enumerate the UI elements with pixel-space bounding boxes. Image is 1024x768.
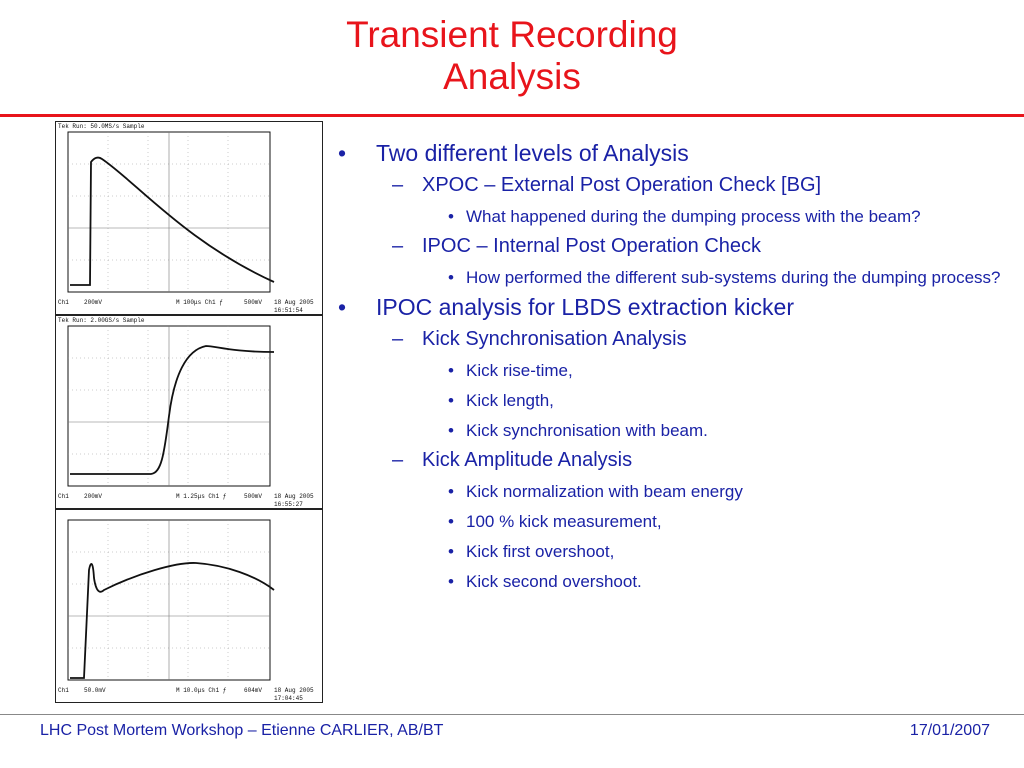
scope-volts: 200mV — [84, 493, 102, 500]
bullet-text: What happened during the dumping process… — [466, 207, 921, 226]
scope-timebase: M 10.0μs Ch1 ƒ — [176, 687, 227, 694]
bullet-text: How performed the different sub-systems … — [466, 268, 1001, 287]
scope-trigger: 500mV — [244, 493, 262, 500]
bullet-marker: • — [448, 391, 454, 410]
scope-header: Tek Run: 50.0MS/s Sample — [58, 123, 145, 130]
footer-divider — [0, 714, 1024, 715]
scope-capture-3: Ch1 50.0mV M 10.0μs Ch1 ƒ 604mV 18 Aug 2… — [55, 509, 323, 703]
bullet-marker: • — [448, 421, 454, 440]
bullet-text: Kick synchronisation with beam. — [466, 421, 708, 440]
scope-clock: 17:04:45 — [274, 695, 303, 702]
bullet-item-level-3: • How performed the different sub-systems… — [338, 266, 1006, 290]
scope-date: 18 Aug 2005 — [274, 687, 314, 694]
title-line-1: Transient Recording — [346, 14, 678, 55]
bullet-item-level-3: • Kick rise-time, — [338, 359, 1006, 383]
bullet-text: XPOC – External Post Operation Check [BG… — [422, 174, 822, 196]
bullet-marker: – — [392, 235, 404, 257]
scope-trigger: 500mV — [244, 299, 262, 306]
scope-header: Tek Run: 2.00GS/s Sample — [58, 317, 145, 324]
bullet-text: Kick Synchronisation Analysis — [422, 328, 687, 350]
bullet-marker: • — [448, 542, 454, 561]
bullet-item-level-3: • Kick normalization with beam energy — [338, 480, 1006, 504]
bullet-marker: • — [448, 207, 454, 226]
bullet-list: • Two different levels of Analysis – XPOC –… — [338, 136, 1013, 594]
scope-clock: 16:55:27 — [274, 501, 303, 508]
scope-channel: Ch1 — [58, 493, 69, 500]
bullet-item-level-2: – IPOC – Internal Post Operation Check — [338, 232, 1013, 260]
bullet-text: IPOC analysis for LBDS extraction kicker — [376, 294, 794, 320]
footer-date: 17/01/2007 — [909, 722, 990, 739]
bullet-item-level-3: • 100 % kick measurement, — [338, 510, 1006, 534]
bullet-marker: – — [392, 449, 404, 471]
bullet-marker: • — [448, 361, 454, 380]
title-divider — [0, 114, 1024, 117]
bullet-text: Kick rise-time, — [466, 361, 573, 380]
bullet-text: 100 % kick measurement, — [466, 512, 662, 531]
bullet-marker: • — [448, 572, 454, 591]
scope-capture-1: Tek Run: 50.0MS/s Sample Ch1 200mV M 100… — [55, 121, 323, 315]
bullet-item-level-2: – Kick Amplitude Analysis — [338, 446, 1013, 474]
title-line-2: Analysis — [443, 56, 581, 97]
scope-date: 18 Aug 2005 — [274, 299, 314, 306]
bullet-item-level-1: • Two different levels of Analysis — [338, 138, 1013, 168]
bullet-item-level-3: • Kick synchronisation with beam. — [338, 419, 1006, 443]
scope-date: 18 Aug 2005 — [274, 493, 314, 500]
bullet-marker: • — [448, 482, 454, 501]
bullet-item-level-2: – Kick Synchronisation Analysis — [338, 325, 1013, 353]
footer-text: LHC Post Mortem Workshop – Etienne CARLI… — [40, 722, 444, 739]
bullet-marker: • — [338, 294, 347, 320]
scope-volts: 200mV — [84, 299, 102, 306]
scope-channel: Ch1 — [58, 299, 69, 306]
scope-trigger: 604mV — [244, 687, 262, 694]
scope-volts: 50.0mV — [84, 687, 106, 694]
scope-timebase: M 1.25μs Ch1 ƒ — [176, 493, 227, 500]
bullet-item-level-2: – XPOC – External Post Operation Check [B… — [338, 171, 1013, 199]
bullet-text: Kick length, — [466, 391, 554, 410]
bullet-marker: – — [392, 174, 404, 196]
bullet-text: Kick Amplitude Analysis — [422, 449, 633, 471]
slide-title: Transient Recording Analysis — [0, 14, 1024, 98]
bullet-marker: – — [392, 328, 404, 350]
bullet-text: Kick second overshoot. — [466, 572, 642, 591]
bullet-text: Kick normalization with beam energy — [466, 482, 743, 501]
bullet-item-level-3: • Kick length, — [338, 389, 1006, 413]
scope-channel: Ch1 — [58, 687, 69, 694]
bullet-text: IPOC – Internal Post Operation Check — [422, 235, 762, 257]
bullet-text: Kick first overshoot, — [466, 542, 615, 561]
bullet-item-level-3: • Kick first overshoot, — [338, 540, 1006, 564]
bullet-text: Two different levels of Analysis — [376, 140, 689, 166]
bullet-marker: • — [338, 140, 347, 166]
bullet-item-level-1: • IPOC analysis for LBDS extraction kicke… — [338, 292, 1013, 322]
svg-text:Ch1: Ch1 — [58, 299, 69, 306]
bullet-item-level-3: • Kick second overshoot. — [338, 570, 1006, 594]
bullet-marker: • — [448, 512, 454, 531]
scope-timebase: M 100μs Ch1 ƒ — [176, 299, 223, 306]
bullet-item-level-3: • What happened during the dumping proces… — [338, 205, 1006, 229]
scope-clock: 16:51:54 — [274, 307, 303, 314]
bullet-marker: • — [448, 268, 454, 287]
scope-capture-2: Tek Run: 2.00GS/s Sample Ch1 200mV M 1.2… — [55, 315, 323, 509]
